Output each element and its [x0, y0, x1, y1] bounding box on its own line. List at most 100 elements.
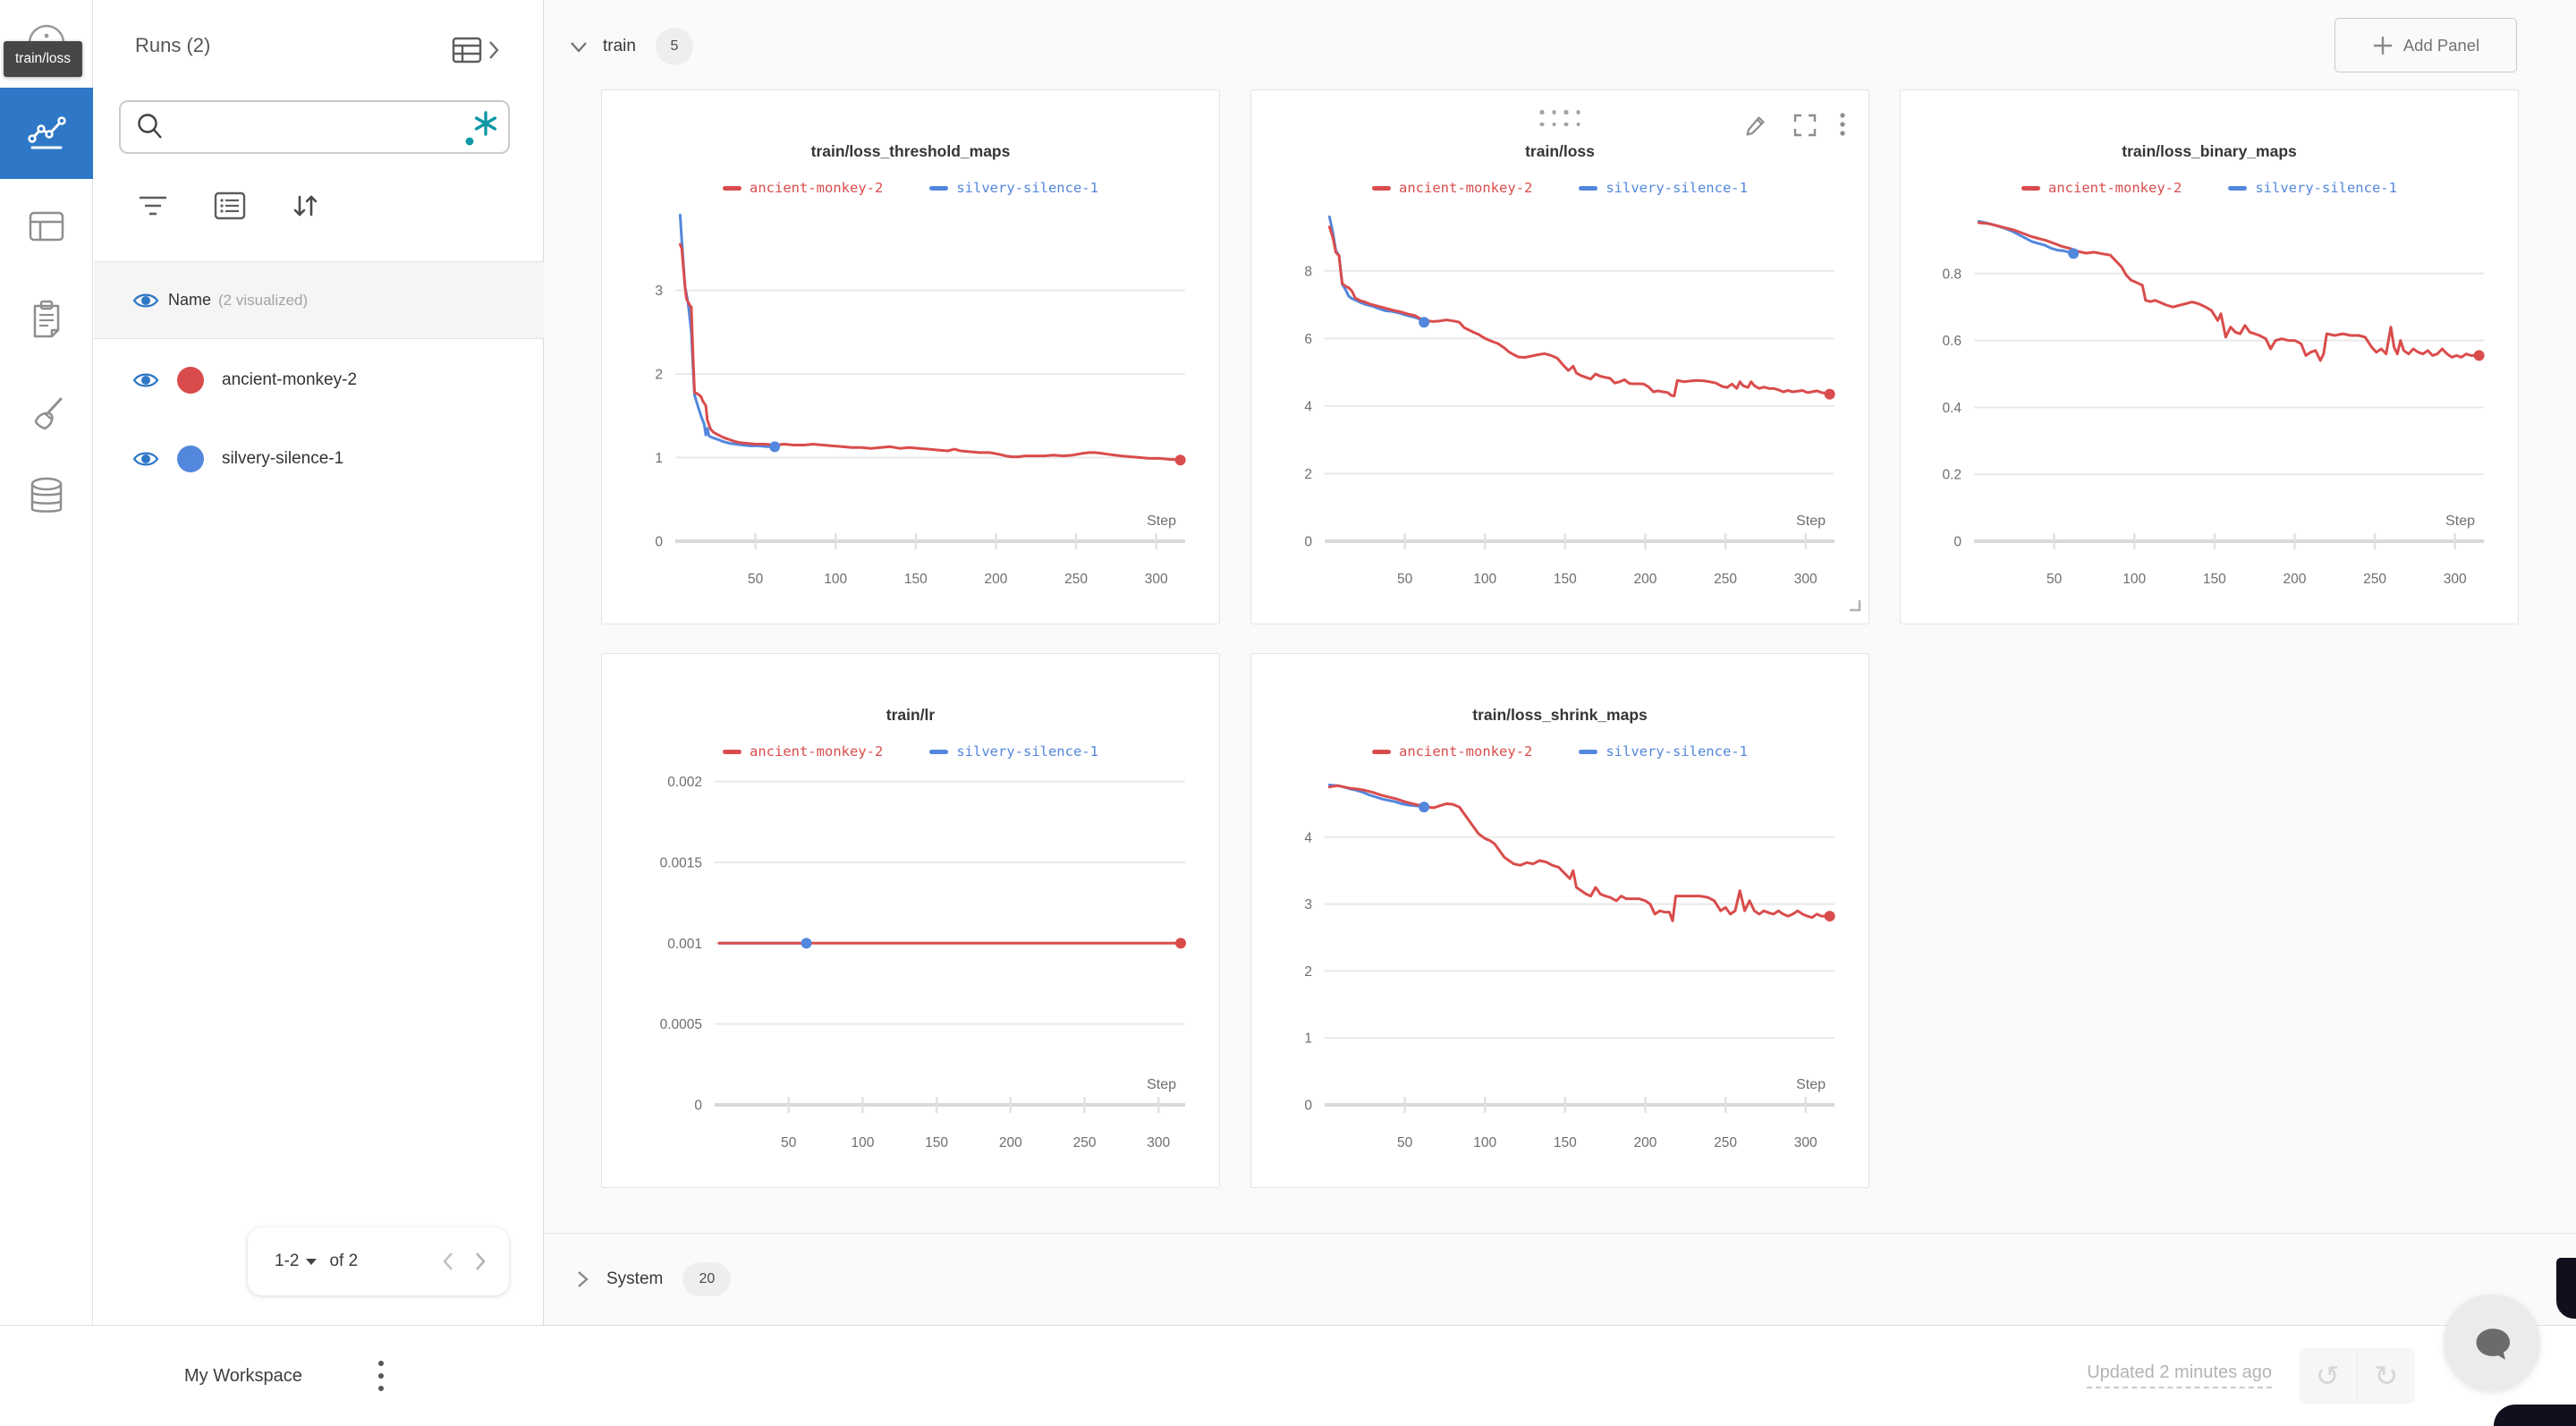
add-panel-label: Add Panel: [2402, 35, 2480, 55]
undo-redo-group: ↺ ↻: [2299, 1348, 2415, 1404]
tooltip: train/loss: [4, 41, 83, 77]
column-header-name: Name: [168, 291, 212, 309]
sidebar-item-charts[interactable]: [0, 88, 93, 179]
section-header-train[interactable]: train 5: [567, 25, 693, 68]
last-updated-label[interactable]: Updated 2 minutes ago: [2087, 1326, 2272, 1424]
svg-text:Step: Step: [1796, 514, 1826, 529]
svg-text:Step: Step: [1147, 514, 1176, 529]
visibility-eye-icon[interactable]: [132, 290, 159, 311]
kebab-icon: [1840, 113, 1845, 136]
search-input[interactable]: [173, 117, 458, 137]
runs-panel: Runs (2): [94, 0, 544, 1325]
svg-text:200: 200: [2284, 572, 2307, 587]
legend-entry: ancient-monkey-2: [723, 743, 883, 760]
legend-run-name: ancient-monkey-2: [1399, 743, 1533, 760]
legend-run-name: ancient-monkey-2: [750, 743, 884, 760]
pencil-icon: [1746, 116, 1765, 136]
svg-text:Step: Step: [1147, 1077, 1176, 1092]
run-row-silvery-silence-1[interactable]: silvery-silence-1: [94, 420, 544, 498]
sidebar-item-artifacts[interactable]: [0, 475, 93, 518]
regex-toggle-icon[interactable]: [458, 102, 501, 152]
legend-entry: ancient-monkey-2: [1372, 180, 1532, 196]
svg-text:150: 150: [904, 572, 928, 587]
chat-bubble-icon: [2476, 1328, 2511, 1360]
svg-text:200: 200: [985, 572, 1008, 587]
visibility-eye-icon[interactable]: [132, 369, 159, 391]
svg-text:3: 3: [1304, 897, 1312, 912]
section-label: System: [606, 1269, 664, 1288]
legend-dash: [723, 749, 742, 754]
group-runs-button[interactable]: [210, 186, 250, 225]
chart-panel-train-loss[interactable]: train/loss ancient-monkey-2 silvery-silenc…: [1250, 89, 1869, 624]
sidebar-item-table[interactable]: [0, 207, 93, 246]
drag-handle-icon[interactable]: [1539, 110, 1580, 126]
chart-panel-train-loss-shrink-maps[interactable]: train/loss_shrink_maps ancient-monkey-2 si…: [1250, 653, 1869, 1188]
filter-runs-button[interactable]: [133, 186, 173, 225]
svg-text:0: 0: [1304, 1099, 1312, 1114]
chart-legend: ancient-monkey-2 silvery-silence-1: [1901, 176, 2518, 199]
sidebar-item-logs[interactable]: [0, 298, 93, 341]
chart-panel-train-lr[interactable]: train/lr ancient-monkey-2 silvery-silence-…: [601, 653, 1220, 1188]
legend-entry: silvery-silence-1: [1579, 743, 1748, 760]
legend-entry: silvery-silence-1: [1579, 180, 1748, 196]
chart-plot: 0 2 4 6 8 50 100 150 200 250 300 Step: [1304, 215, 1835, 587]
chart-panel-train-loss-binary-maps[interactable]: train/loss_binary_maps ancient-monkey-2 si…: [1900, 89, 2519, 624]
svg-text:100: 100: [851, 1135, 874, 1150]
chart-panel-train-loss-threshold-maps[interactable]: train/loss_threshold_maps ancient-monkey-…: [601, 89, 1220, 624]
pagination-range[interactable]: 1-2: [275, 1252, 300, 1270]
chart-title: train/loss_shrink_maps: [1472, 706, 1648, 724]
svg-text:50: 50: [781, 1135, 797, 1150]
workspace-name[interactable]: My Workspace: [184, 1366, 302, 1386]
filter-icon: [140, 196, 166, 216]
redo-button[interactable]: ↻: [2358, 1348, 2416, 1404]
legend-dash: [2021, 185, 2041, 191]
sort-runs-button[interactable]: [285, 186, 325, 225]
expand-runs-table-button[interactable]: [450, 32, 514, 68]
chart-legend: ancient-monkey-2 silvery-silence-1: [1251, 176, 1868, 199]
resize-corner-icon: [1850, 600, 1861, 612]
run-row-ancient-monkey-2[interactable]: ancient-monkey-2: [94, 341, 544, 420]
legend-entry: ancient-monkey-2: [1372, 743, 1532, 760]
drag-dot: [1563, 110, 1568, 115]
svg-text:0.0015: 0.0015: [660, 855, 702, 870]
kebab-icon: [378, 1386, 384, 1391]
svg-text:150: 150: [2203, 572, 2226, 587]
workspace-menu-button[interactable]: [365, 1349, 397, 1403]
visibility-eye-icon[interactable]: [132, 448, 159, 470]
svg-text:100: 100: [2123, 572, 2146, 587]
legend-dash: [2228, 185, 2248, 191]
run-search-box[interactable]: [119, 100, 510, 154]
add-panel-button[interactable]: Add Panel: [2334, 18, 2517, 72]
runs-list-header[interactable]: Name (2 visualized): [94, 261, 544, 339]
run-name-label: ancient-monkey-2: [222, 370, 358, 389]
svg-text:6: 6: [1304, 332, 1312, 347]
svg-text:0.2: 0.2: [1942, 468, 1962, 483]
fullscreen-panel-button[interactable]: [1790, 110, 1820, 140]
chat-support-button[interactable]: [2444, 1294, 2540, 1391]
panels-workspace: train 5 Add Panel train/loss_threshold_m…: [544, 0, 2576, 1325]
cutoff-dark-panel-corner: [2494, 1405, 2576, 1426]
pagination-control[interactable]: 1-2 of 2: [248, 1227, 509, 1295]
previous-page-button[interactable]: [434, 1246, 464, 1277]
legend-dash: [1372, 185, 1392, 191]
legend-entry: silvery-silence-1: [929, 180, 1098, 196]
svg-text:150: 150: [925, 1135, 948, 1150]
chart-title: train/loss_binary_maps: [2122, 142, 2297, 160]
kebab-icon: [378, 1373, 384, 1379]
legend-dash: [1372, 749, 1392, 754]
edit-panel-button[interactable]: [1741, 110, 1771, 140]
chart-legend: ancient-monkey-2 silvery-silence-1: [602, 176, 1219, 199]
next-page-button[interactable]: [464, 1246, 495, 1277]
panel-resize-handle[interactable]: [1848, 598, 1861, 616]
run-name-label: silvery-silence-1: [222, 449, 344, 468]
svg-text:150: 150: [1554, 1135, 1577, 1150]
section-header-system[interactable]: System 20: [544, 1233, 2576, 1325]
undo-button[interactable]: ↺: [2299, 1348, 2358, 1404]
panel-menu-button[interactable]: [1827, 110, 1858, 140]
svg-text:3: 3: [655, 284, 663, 299]
chart-plot: 0 0.0005 0.001 0.0015 0.002 50 100 150 200 250 300…: [660, 775, 1187, 1150]
sidebar-item-sweeps[interactable]: [0, 392, 93, 435]
chart-plot: 0 1 2 3 50 100 150 200 250 300 Step: [655, 213, 1186, 587]
chart-title: train/lr: [886, 706, 936, 724]
chart-legend: ancient-monkey-2 silvery-silence-1: [602, 740, 1219, 763]
